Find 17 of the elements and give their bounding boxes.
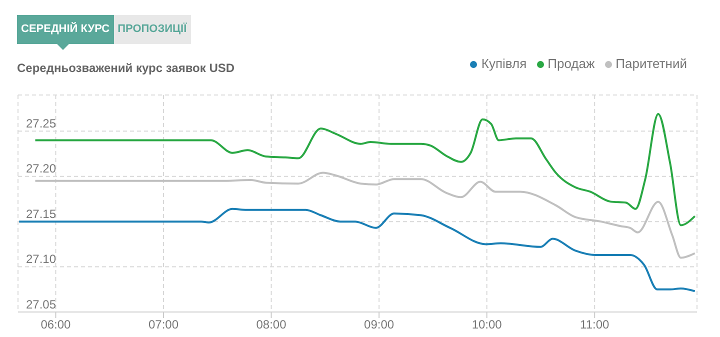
y-tick-label: 27.15 (26, 206, 56, 221)
y-tick-label: 27.25 (26, 116, 56, 130)
x-tick-label: 07:00 (148, 318, 179, 332)
legend-label: Продаж (548, 56, 595, 71)
x-tick-label: 09:00 (364, 318, 394, 332)
y-tick-label: 27.20 (26, 162, 56, 176)
y-tick-label: 27.10 (26, 252, 56, 266)
x-tick-label: 10:00 (472, 318, 502, 332)
text: СЕРЕДНІЙ КУРС (17, 15, 114, 44)
text: ПРОПОЗИЦІЇ (114, 15, 191, 44)
legend-label: Паритетний (616, 56, 687, 71)
y-tick-label: 27.05 (26, 297, 56, 312)
x-tick-label: 08:00 (256, 318, 287, 332)
x-tick-label: 11:00 (580, 318, 610, 332)
legend-label: Купівля (481, 56, 527, 71)
x-tick-label: 06:00 (40, 318, 72, 332)
chart-title: Середньозважений курс заявок USD (17, 61, 235, 75)
